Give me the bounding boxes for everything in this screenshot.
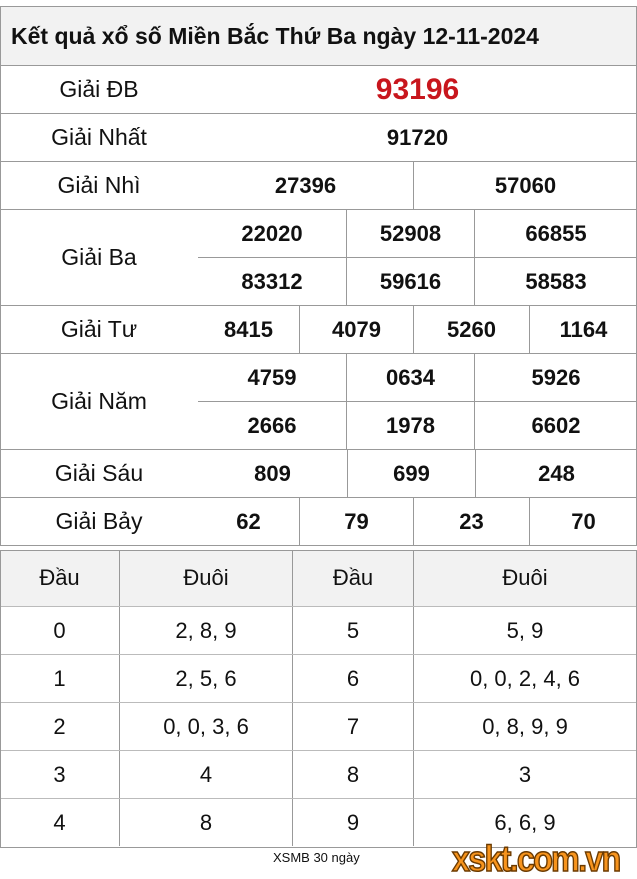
prize-label: Giải Bảy: [55, 508, 143, 534]
loto-column-header: Đuôi: [414, 550, 637, 606]
loto-cell: 6: [293, 655, 414, 702]
loto-column-header: Đuôi: [120, 550, 293, 606]
prize-number: 70: [571, 508, 596, 534]
prize-number: 83312: [198, 258, 347, 305]
prize-values-row: 91720: [198, 113, 637, 161]
prize-number: 27396: [198, 162, 414, 209]
prize-values-row: 4759 0634 5926: [198, 353, 637, 401]
prize-label: Giải ĐB: [59, 76, 139, 102]
loto-cell: 5: [293, 607, 414, 654]
loto-cell: 8: [293, 751, 414, 798]
prize-values-row: 809 699 248: [198, 449, 637, 497]
prize-number: 52908: [347, 210, 475, 257]
prize-number: 2666: [198, 402, 347, 449]
loto-cell: 5, 9: [414, 607, 637, 654]
loto-row: 4 8 9 6, 6, 9: [0, 798, 637, 846]
loto-cell: 2: [0, 703, 120, 750]
loto-cell: 8: [120, 799, 293, 846]
prize-values-row: 62 79 23 70: [198, 497, 637, 545]
prize-number: 59616: [347, 258, 475, 305]
prize-values-row: 27396 57060: [198, 161, 637, 209]
loto-cell: 0, 0, 2, 4, 6: [414, 655, 637, 702]
prize-number: 91720: [386, 124, 449, 150]
loto-cell: 0, 8, 9, 9: [414, 703, 637, 750]
loto-cell: 6, 6, 9: [414, 799, 637, 846]
loto-cell: 2, 8, 9: [120, 607, 293, 654]
loto-cell: 1: [0, 655, 120, 702]
loto-cell: 2, 5, 6: [120, 655, 293, 702]
prize-number: 57060: [494, 172, 557, 198]
prize-number: 809: [198, 450, 348, 497]
prize-number: 4079: [300, 306, 414, 353]
prize-number: 248: [538, 460, 575, 486]
loto-cell: 0: [0, 607, 120, 654]
prize-number: 79: [300, 498, 414, 545]
loto-row: 1 2, 5, 6 6 0, 0, 2, 4, 6: [0, 654, 637, 702]
prize-label: Giải Tư: [60, 316, 138, 342]
prize-number: 93196: [375, 72, 460, 106]
prize-number: 1164: [559, 316, 608, 342]
prize-values-row: 2666 1978 6602: [198, 401, 637, 449]
loto-cell: 3: [0, 751, 120, 798]
loto-header: Đầu Đuôi Đầu Đuôi: [0, 550, 637, 606]
prize-label: Giải Nhì: [57, 172, 141, 198]
prize-values-row: 93196: [198, 65, 637, 113]
prize-number: 5926: [531, 364, 581, 390]
prize-number: 699: [348, 450, 476, 497]
prize-number: 6602: [531, 412, 581, 438]
loto-cell: 4: [120, 751, 293, 798]
loto-row: 2 0, 0, 3, 6 7 0, 8, 9, 9: [0, 702, 637, 750]
site-logo: xskt.com.vn: [451, 838, 622, 879]
loto-column-header: Đầu: [293, 550, 414, 606]
prize-label: Giải Sáu: [54, 460, 144, 486]
prize-number: 1978: [347, 402, 475, 449]
prize-label: Giải Ba: [61, 244, 137, 270]
loto-cell: 7: [293, 703, 414, 750]
prize-values-row: 22020 52908 66855: [198, 209, 637, 257]
xsmb-30-days-link[interactable]: XSMB 30 ngày: [273, 850, 360, 865]
prize-number: 62: [198, 498, 300, 545]
prize-values-row: 83312 59616 58583: [198, 257, 637, 305]
prize-number: 22020: [198, 210, 347, 257]
prize-number: 5260: [414, 306, 530, 353]
prize-number: 66855: [525, 220, 587, 246]
loto-column-header: Đầu: [0, 550, 120, 606]
loto-cell: 4: [0, 799, 120, 846]
prize-label: Giải Năm: [51, 388, 147, 414]
loto-cell: 0, 0, 3, 6: [120, 703, 293, 750]
loto-row: 0 2, 8, 9 5 5, 9: [0, 606, 637, 654]
loto-cell: 9: [293, 799, 414, 846]
prize-number: 0634: [347, 354, 475, 401]
prize-number: 8415: [198, 306, 300, 353]
page-title: Kết quả xổ số Miền Bắc Thứ Ba ngày 12-11…: [0, 6, 637, 65]
loto-cell: 3: [414, 751, 637, 798]
prize-number: 58583: [525, 268, 587, 294]
prize-label: Giải Nhất: [51, 124, 147, 150]
prize-number: 4759: [198, 354, 347, 401]
prize-values-row: 8415 4079 5260 1164: [198, 305, 637, 353]
prize-number: 23: [414, 498, 530, 545]
